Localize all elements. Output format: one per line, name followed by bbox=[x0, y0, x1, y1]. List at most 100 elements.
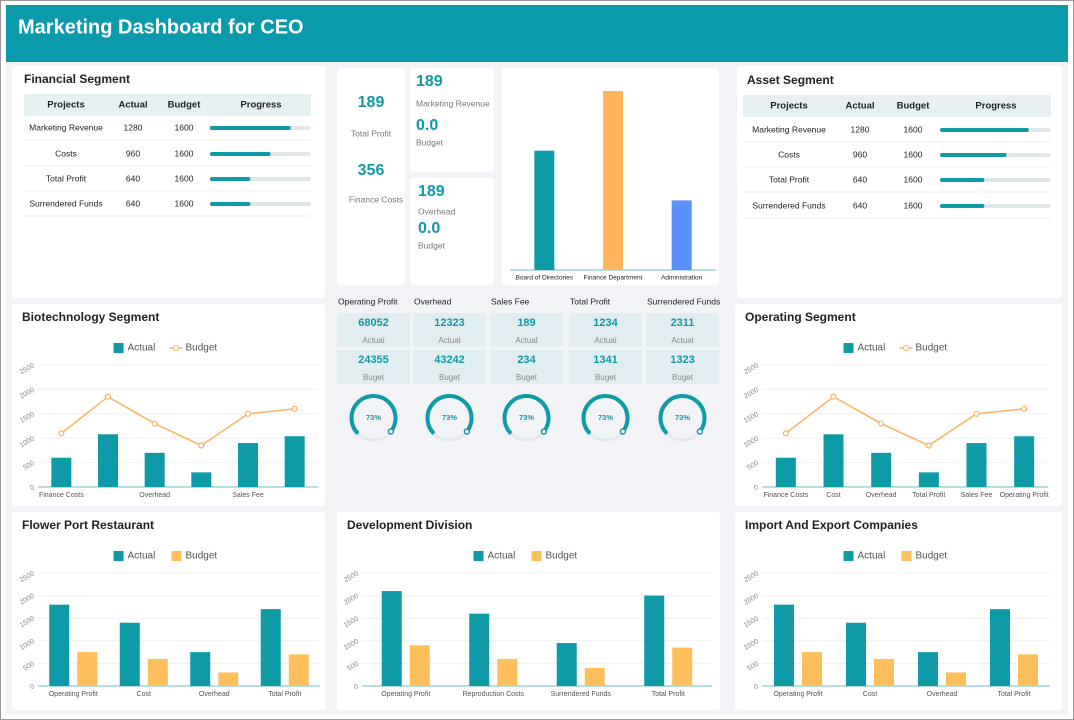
metric-label: Buget bbox=[439, 373, 461, 382]
y-tick-label: 0 bbox=[753, 683, 760, 691]
legend-marker bbox=[173, 345, 179, 351]
line-point bbox=[973, 410, 980, 417]
x-tick-label: Overhead bbox=[139, 492, 170, 499]
bar bbox=[51, 457, 72, 487]
bar bbox=[381, 591, 402, 686]
column-header: Projects bbox=[47, 100, 85, 111]
metric-cell bbox=[569, 350, 642, 384]
progress-bar bbox=[210, 202, 251, 206]
table-cell: Total Profit bbox=[769, 174, 810, 184]
y-tick-label: 0 bbox=[753, 484, 760, 492]
bar bbox=[191, 472, 212, 487]
x-tick-label: Sales Fee bbox=[961, 492, 993, 499]
metric-value: 1234 bbox=[593, 317, 618, 329]
legend-swatch bbox=[113, 551, 124, 561]
legend-swatch bbox=[473, 551, 484, 561]
legend-swatch bbox=[531, 551, 542, 561]
bar bbox=[774, 604, 794, 686]
table-cell: 1600 bbox=[175, 173, 194, 183]
table-cell: 1280 bbox=[851, 124, 870, 134]
bar bbox=[238, 443, 258, 487]
table-cell: Marketing Revenue bbox=[752, 124, 826, 134]
line-point bbox=[782, 430, 789, 437]
bar bbox=[1014, 436, 1035, 487]
table-cell: Costs bbox=[55, 148, 77, 158]
metric-cell bbox=[646, 313, 719, 347]
bar bbox=[946, 672, 966, 686]
panel bbox=[337, 68, 405, 285]
legend-label: Actual bbox=[858, 343, 886, 354]
gauge-arc bbox=[349, 394, 398, 435]
column-header: Budget bbox=[897, 101, 931, 112]
bar bbox=[874, 658, 894, 686]
gauge-label: 73% bbox=[366, 413, 381, 422]
line-point bbox=[198, 442, 205, 449]
line bbox=[785, 395, 1025, 447]
metric-cell bbox=[413, 350, 486, 384]
bar bbox=[534, 150, 555, 270]
metric-title: Operating Profit bbox=[338, 296, 398, 306]
progress-bar bbox=[940, 153, 1007, 157]
metric-title: Sales Fee bbox=[491, 296, 530, 306]
gauge-label: 73% bbox=[598, 413, 613, 422]
line-point bbox=[151, 420, 158, 427]
bar bbox=[556, 643, 577, 686]
column-header: Progress bbox=[975, 101, 1016, 112]
bar bbox=[409, 645, 430, 686]
legend-marker bbox=[903, 345, 909, 351]
y-tick-label: 0 bbox=[353, 683, 360, 691]
y-tick-label: 500 bbox=[746, 460, 760, 472]
bar bbox=[775, 457, 796, 487]
table-cell: 1600 bbox=[175, 148, 194, 158]
metric-cell bbox=[337, 350, 410, 384]
progress-bar bbox=[940, 178, 985, 182]
metric-label: Buget bbox=[516, 373, 538, 382]
bar bbox=[147, 658, 168, 686]
metric-value: 12323 bbox=[434, 317, 465, 329]
bar bbox=[672, 647, 693, 686]
bar bbox=[497, 658, 518, 686]
panel-title: Import And Export Companies bbox=[745, 518, 918, 532]
bar bbox=[644, 595, 665, 686]
gauge-label: 73% bbox=[519, 413, 534, 422]
panel bbox=[337, 512, 720, 710]
panel-title: Financial Segment bbox=[24, 72, 130, 86]
metric-cell bbox=[490, 313, 563, 347]
panel bbox=[12, 66, 325, 298]
panel-title: Development Division bbox=[347, 518, 472, 532]
metric-value: 68052 bbox=[358, 317, 389, 329]
legend-swatch bbox=[113, 343, 124, 353]
metric-value: 43242 bbox=[434, 354, 465, 366]
y-tick-label: 0 bbox=[29, 484, 36, 492]
gauge-dot bbox=[387, 428, 395, 435]
table-cell: 1600 bbox=[175, 198, 194, 208]
bar bbox=[918, 652, 938, 686]
legend-label: Actual bbox=[858, 551, 886, 562]
kpi-label: Budget bbox=[416, 137, 444, 147]
table-cell: 1600 bbox=[904, 124, 923, 134]
x-tick-label: Board of Directories bbox=[516, 275, 574, 282]
table-cell: 640 bbox=[853, 174, 867, 184]
bar bbox=[77, 652, 98, 686]
progress-bar bbox=[210, 177, 251, 181]
bar bbox=[144, 452, 165, 487]
metric-value: 234 bbox=[517, 354, 536, 366]
gauge-arc bbox=[658, 394, 707, 435]
metric-cell bbox=[413, 313, 486, 347]
table-cell: 1600 bbox=[175, 122, 194, 132]
gauge-dot bbox=[540, 428, 548, 435]
gauge-arc bbox=[425, 394, 474, 435]
metric-value: 189 bbox=[517, 317, 535, 329]
x-tick-label: Operating Profit bbox=[1000, 492, 1049, 499]
header-bar bbox=[6, 5, 1068, 62]
kpi-label: Finance Costs bbox=[349, 194, 403, 204]
metric-label: Buget bbox=[363, 373, 385, 382]
x-tick-label: Finance Costs bbox=[763, 492, 808, 499]
metric-label: Actual bbox=[438, 336, 460, 345]
kpi-label: Marketing Revenue bbox=[416, 98, 490, 108]
table-cell: Surrendered Funds bbox=[29, 198, 102, 208]
x-tick-label: Cost bbox=[826, 492, 840, 499]
legend-swatch bbox=[843, 343, 854, 353]
metric-cell bbox=[569, 313, 642, 347]
